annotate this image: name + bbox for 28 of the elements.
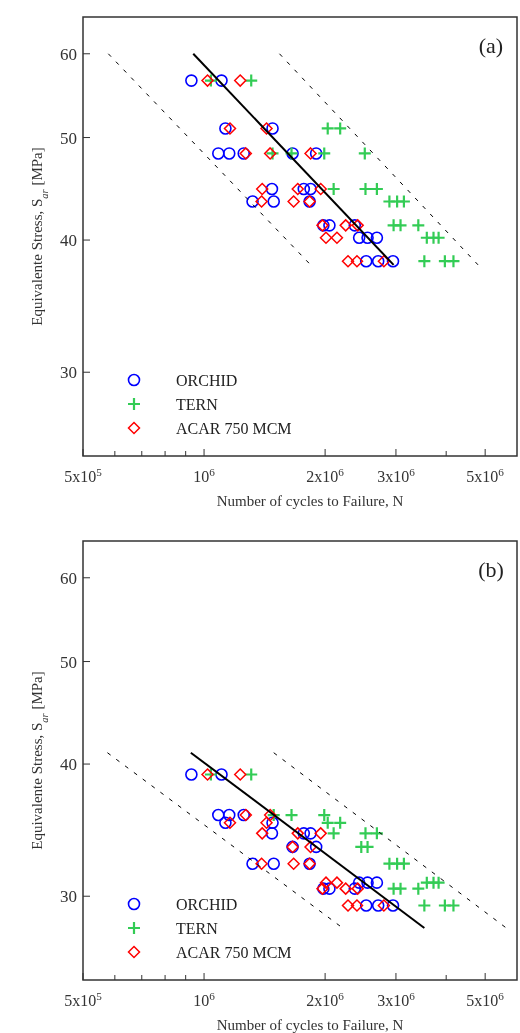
y-tick-label: 40 — [60, 755, 77, 775]
x-tick-label: 10$^{6}$ — [193, 466, 216, 485]
x-axis-title: Number of cycles to Failure, N — [216, 1017, 404, 1033]
x-tick-label: 2x10$^{6}$ — [306, 990, 345, 1009]
annotation: (a) — [478, 33, 504, 58]
legend-label: ORCHID — [176, 896, 238, 913]
x-axis-title: Number of cycles to Failure, N — [216, 493, 404, 509]
y-tick-label: 60 — [60, 44, 77, 64]
y-tick-label: 40 — [60, 231, 77, 251]
y-tick-label: 50 — [60, 128, 77, 148]
x-tick-label: 5x10$^{6}$ — [466, 466, 505, 485]
x-tick-label: 3x10$^{6}$ — [377, 466, 416, 485]
legend-label: ACAR 750 MCM — [176, 944, 292, 961]
y-tick-label: 30 — [60, 887, 77, 907]
legend-label: ACAR 750 MCM — [176, 420, 292, 437]
x-tick-label: 5x10$^{6}$ — [466, 990, 505, 1009]
x-tick-label: 3x10$^{6}$ — [377, 990, 416, 1009]
x-tick-label: 2x10$^{6}$ — [306, 466, 345, 485]
legend-label: ORCHID — [176, 372, 238, 389]
y-tick-label: 30 — [60, 363, 77, 383]
annotation: (b) — [478, 557, 504, 582]
legend-label: TERN — [176, 920, 219, 937]
legend-label: TERN — [176, 396, 219, 413]
x-tick-label: 5x10$^{5}$ — [64, 990, 103, 1009]
y-tick-label: 60 — [60, 568, 77, 588]
x-tick-label: 10$^{6}$ — [193, 990, 216, 1009]
y-tick-label: 50 — [60, 652, 77, 672]
x-tick-label: 5x10$^{5}$ — [64, 466, 103, 485]
